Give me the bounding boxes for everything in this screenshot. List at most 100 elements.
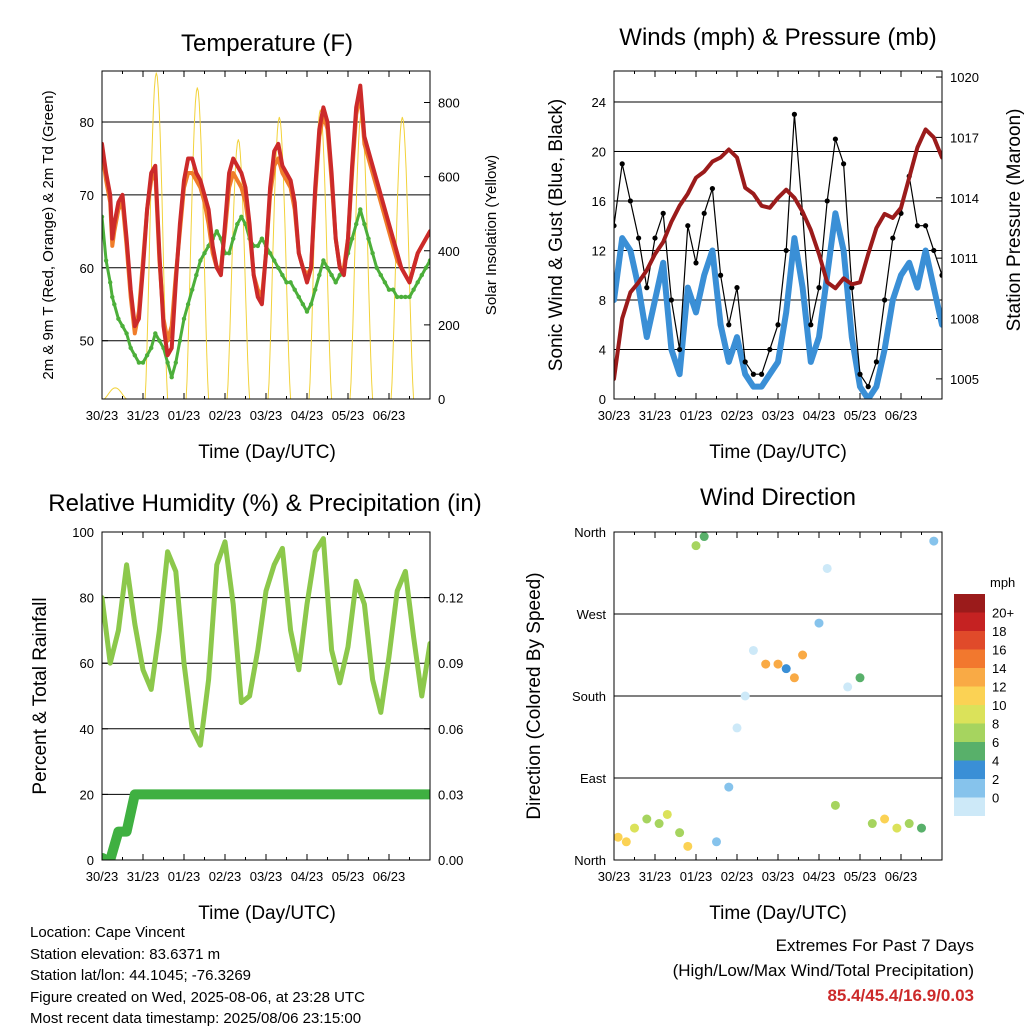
dewpoint-point [116,316,121,322]
wind-direction-point [773,659,783,669]
colorbar-label: 18 [992,624,1006,639]
x-tick-label: 03/23 [250,869,283,884]
winds-panel: Winds (mph) & Pressure (mb) 30/23 31/23 01… [546,24,1024,463]
plot-frame [613,531,943,861]
y2-tick-label: 1011 [950,251,978,266]
y-tick-label: North [574,853,606,868]
station-info: Location: Cape Vincent Station elevation… [30,922,365,1030]
y-tick-label: 40 [80,722,94,737]
winds-y2label: Station Pressure (Maroon) [1004,109,1024,332]
colorbar-label: 8 [992,717,999,732]
y2-tick-label: 200 [438,318,460,333]
y-tick-label: 20 [592,144,606,159]
dewpoint-point [284,280,289,285]
humidity-title: Relative Humidity (%) & Precipitation (i… [48,490,481,517]
wind-direction-point [814,618,824,628]
dewpoint-point [108,280,113,285]
x-tick-label: 30/23 [598,408,631,423]
wind-direction-point [822,563,832,573]
x-tick-label: 04/23 [803,869,836,884]
extremes-title: Extremes For Past 7 Days [775,936,974,955]
x-tick-label: 04/23 [803,408,836,423]
x-tick-label: 02/23 [209,869,242,884]
dewpoint-line [102,208,430,379]
colorbar-swatch [954,797,985,816]
y2-tick-label: 400 [438,244,460,259]
dewpoint-point [390,287,396,292]
dewpoint-point [190,287,195,292]
y2-tick-label: 1008 [950,312,979,327]
temp-9m-line [102,90,430,343]
dewpoint-point [304,309,310,314]
y-tick-label: 8 [599,293,606,308]
station-elevation: Station elevation: 83.6371 m [30,945,221,963]
y2-tick-label: 0.09 [438,656,463,671]
plot-series-layer [102,536,430,860]
wind-direction-point [843,682,853,692]
wind-direction-point [691,541,701,551]
y-tick-label: 100 [72,525,94,540]
wind-direction-point [621,837,631,847]
colorbar-swatch [954,760,985,779]
y2-tick-label: 1005 [950,372,979,387]
y-tick-label: 16 [592,194,606,209]
temperature-plot-area: 30/23 31/23 01/23 02/23 03/23 04/23 05/23 06/23… [80,70,460,423]
colorbar-label: 6 [992,735,999,750]
wind-direction-point [761,659,771,669]
x-tick-label: 30/23 [86,408,119,423]
wind-direction-title: Wind Direction [700,484,856,511]
x-tick-label: 01/23 [680,869,713,884]
wind-direction-point [781,664,791,674]
station-latlon: Station lat/lon: 44.1045; -76.3269 [30,967,252,984]
wind-direction-point [614,832,623,842]
x-tick-label: 02/23 [721,408,754,423]
dewpoint-point [300,302,306,307]
x-tick-label: 05/23 [844,869,877,884]
dewpoint-point [349,236,355,241]
y2-tick-label: 0 [438,392,445,407]
dewpoint-point [153,331,158,336]
dewpoint-point [403,294,408,300]
dewpoint-point [149,345,154,351]
y2-tick-label: 1020 [950,70,979,85]
dewpoint-point [427,258,430,263]
x-tick-label: 30/23 [86,869,119,884]
dewpoint-point [296,294,301,300]
y-tick-label: 4 [599,342,606,357]
humidity-plot-area: 30/23 31/23 01/23 02/23 03/23 04/23 05/23 06/23… [72,525,463,884]
wind-direction-point [683,841,693,851]
temperature-xlabel: Time (Day/UTC) [198,442,336,463]
wind-direction-point [748,645,758,655]
wind-direction-point [798,650,808,660]
y2-tick-label: 1014 [950,191,979,206]
wind-direction-point [642,814,652,824]
dewpoint-point [128,345,133,351]
wind-direction-point [732,723,742,733]
wind-direction-point [867,819,877,829]
solar-insolation-line [103,72,415,399]
dewpoint-point [198,258,203,263]
x-tick-label: 02/23 [721,869,754,884]
dewpoint-point [321,258,326,263]
y-tick-label: 80 [80,591,94,606]
colorbar-swatch [954,705,985,724]
x-tick-label: 31/23 [639,869,672,884]
y2-tick-label: 600 [438,170,460,185]
colorbar-label: 16 [992,643,1006,658]
x-tick-label: 06/23 [373,408,406,423]
wind-direction-point [917,823,926,833]
plot-frame [101,70,431,400]
colorbar-swatch [954,723,985,742]
dewpoint-point [333,280,338,285]
dewpoint-point [214,229,219,234]
dewpoint-point [276,265,281,270]
temperature-ylabel: 2m & 9m T (Red, Orange) & 2m Td (Green) [40,90,57,379]
wind-direction-point [630,823,639,833]
x-tick-label: 31/23 [639,408,672,423]
colorbar-swatch [954,668,985,687]
precipitation-line [102,789,430,860]
x-tick-label: 01/23 [168,408,201,423]
dewpoint-point [144,353,150,358]
y-tick-label: 80 [80,115,94,130]
dewpoint-point [366,236,371,241]
